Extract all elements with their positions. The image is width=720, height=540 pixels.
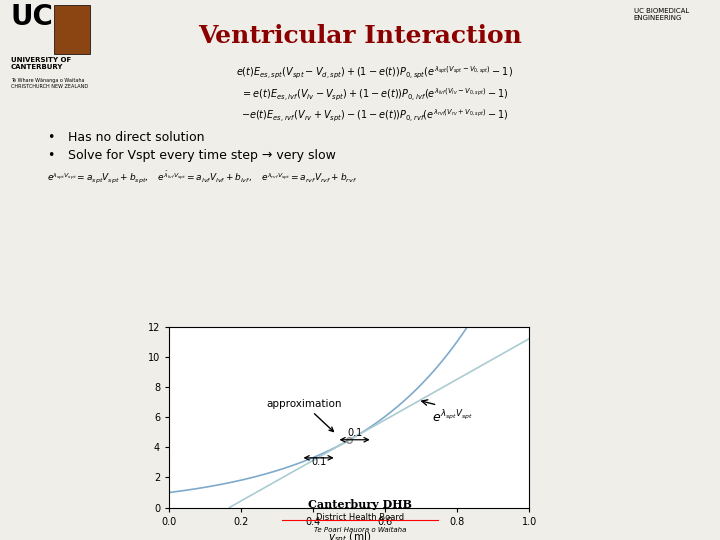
Text: Solve for Vspt every time step → very slow: Solve for Vspt every time step → very sl… (68, 148, 336, 161)
Text: District Health Board: District Health Board (316, 513, 404, 522)
Text: 0.1: 0.1 (347, 428, 362, 438)
Text: UC: UC (11, 3, 54, 31)
Bar (54, 5, 90, 54)
Text: $= e(t)E_{es,lvf}(V_{lv}-V_{spt})+(1-e(t))P_{0,lvf}(e^{\lambda_{lvf}(V_{lv}-V_{0: $= e(t)E_{es,lvf}(V_{lv}-V_{spt})+(1-e(t… (240, 86, 508, 103)
Text: 0.1: 0.1 (311, 457, 326, 467)
Text: Has no direct solution: Has no direct solution (68, 131, 205, 144)
Text: Te Whare Wānanga o Waitaha
CHRISTCHURCH NEW ZEALAND: Te Whare Wānanga o Waitaha CHRISTCHURCH … (11, 78, 88, 89)
Text: $e(t)E_{es,spt}(V_{spt}-V_{d,spt})+(1-e(t))P_{0,spt}(e^{\lambda_{spt}(V_{spt}-V_: $e(t)E_{es,spt}(V_{spt}-V_{d,spt})+(1-e(… (236, 65, 513, 81)
Text: UNIVERSITY OF
CANTERBURY: UNIVERSITY OF CANTERBURY (11, 57, 71, 70)
Text: •: • (47, 148, 54, 161)
Text: •: • (47, 131, 54, 144)
Text: Ventricular Interaction: Ventricular Interaction (198, 24, 522, 48)
Text: approximation: approximation (266, 399, 342, 431)
Text: $e^{\lambda_{spt}V_{spt}}=a_{spt}V_{spt}+b_{spt},$   $e^{\hat{\lambda}_{lvf}V_{s: $e^{\lambda_{spt}V_{spt}}=a_{spt}V_{spt}… (47, 168, 357, 186)
Text: $-e(t)E_{es,rvf}(V_{rv}+V_{spt})-(1-e(t))P_{0,rvf}(e^{\lambda_{rvf}(V_{rv}+V_{0,: $-e(t)E_{es,rvf}(V_{rv}+V_{spt})-(1-e(t)… (240, 108, 508, 124)
Text: Canterbury DHB: Canterbury DHB (308, 499, 412, 510)
Text: $v_{spt}$ (ml): $v_{spt}$ (ml) (328, 531, 371, 540)
Text: UC BIOMEDICAL
ENGINEERING: UC BIOMEDICAL ENGINEERING (634, 8, 689, 21)
Text: $e^{\lambda_{spt}V_{spt}}$: $e^{\lambda_{spt}V_{spt}}$ (432, 409, 473, 425)
Text: Te Poari Hauora o Waitaha: Te Poari Hauora o Waitaha (314, 527, 406, 534)
